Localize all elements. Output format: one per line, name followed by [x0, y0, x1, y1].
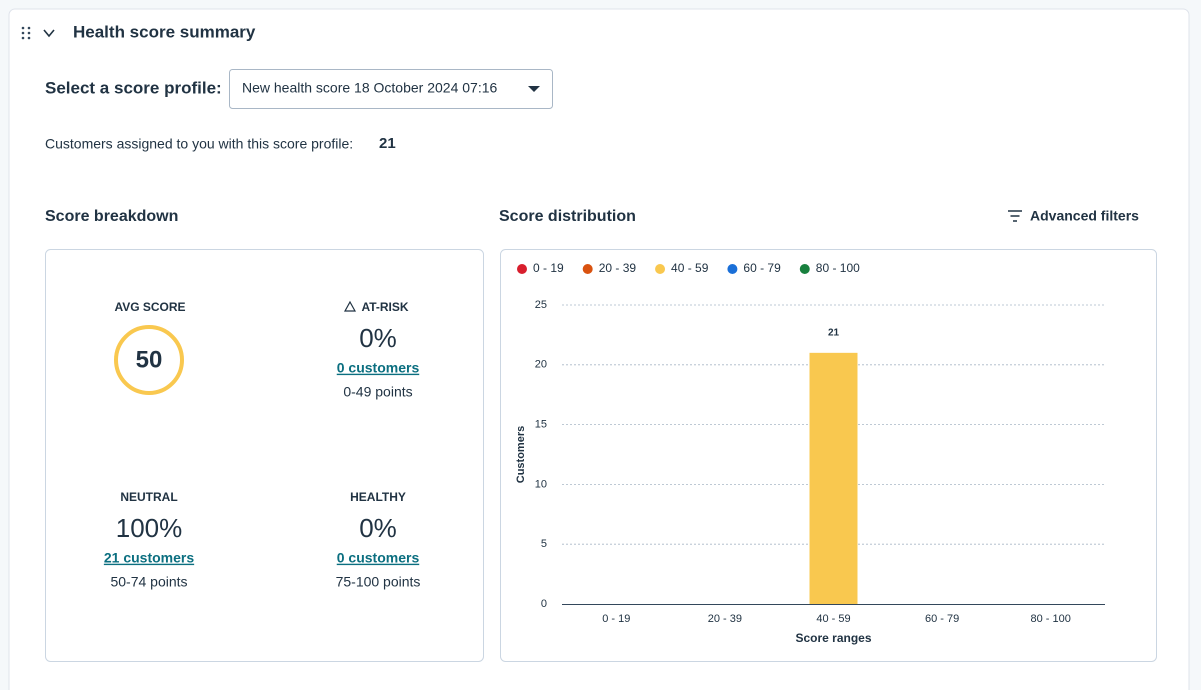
- avg-value: 50: [136, 346, 163, 373]
- assigned-count: 21: [379, 135, 396, 152]
- breakdown-box: [45, 249, 484, 662]
- customers-link[interactable]: 21 customers: [104, 550, 194, 566]
- legend-label: 0 - 19: [533, 261, 564, 275]
- x-tick-label: 60 - 79: [925, 613, 959, 625]
- panel-title: Health score summary: [73, 22, 256, 41]
- x-tick-label: 0 - 19: [602, 613, 630, 625]
- y-axis-title: Customers: [515, 426, 527, 483]
- chart-title: Score distribution: [499, 208, 636, 225]
- y-tick-label: 25: [535, 299, 547, 311]
- filters-label: Advanced filters: [1030, 208, 1139, 224]
- assigned-label: Customers assigned to you with this scor…: [45, 136, 353, 152]
- value-label: 21: [828, 327, 840, 338]
- card-label: AT-RISK: [361, 300, 408, 314]
- y-tick-label: 15: [535, 419, 547, 431]
- avg-label: AVG SCORE: [114, 300, 185, 314]
- legend-label: 60 - 79: [743, 261, 781, 275]
- x-tick-label: 20 - 39: [708, 613, 742, 625]
- card-range: 75-100 points: [336, 574, 421, 590]
- y-tick-label: 5: [541, 538, 547, 550]
- legend-label: 80 - 100: [816, 261, 860, 275]
- profile-dropdown[interactable]: New health score 18 October 2024 07:16: [229, 69, 553, 109]
- warning-icon: [343, 300, 357, 312]
- legend-label: 40 - 59: [671, 261, 709, 275]
- card-percent: 100%: [116, 513, 183, 543]
- card-label: HEALTHY: [350, 490, 406, 504]
- customers-link[interactable]: 0 customers: [337, 550, 420, 566]
- legend-dot: [582, 264, 593, 274]
- score-ring: [114, 325, 184, 395]
- legend-dot: [727, 264, 738, 274]
- legend-dot: [655, 264, 666, 274]
- legend-label: 20 - 39: [599, 261, 637, 275]
- x-tick-label: 40 - 59: [816, 613, 850, 625]
- legend-dot: [799, 264, 810, 274]
- y-tick-label: 10: [535, 478, 547, 490]
- dropdown-value: New health score 18 October 2024 07:16: [242, 80, 497, 96]
- bar: [809, 352, 858, 604]
- y-tick-label: 20: [535, 359, 547, 371]
- advanced-filters[interactable]: Advanced filters: [1008, 208, 1139, 224]
- collapse-chevron[interactable]: [43, 29, 55, 38]
- section-title: Score breakdown: [45, 208, 178, 225]
- card-percent: 0%: [359, 513, 397, 543]
- y-tick-label: 0: [541, 598, 547, 610]
- drag-handle[interactable]: [21, 26, 31, 40]
- card-range: 0-49 points: [343, 384, 412, 400]
- card-range: 50-74 points: [110, 574, 187, 590]
- x-axis-title: Score ranges: [795, 631, 871, 645]
- legend-dot: [517, 264, 527, 274]
- x-tick-label: 80 - 100: [1031, 613, 1071, 625]
- card-label: NEUTRAL: [120, 490, 177, 504]
- card-percent: 0%: [359, 323, 397, 353]
- profile-label: Select a score profile:: [45, 78, 222, 97]
- customers-link[interactable]: 0 customers: [337, 360, 420, 376]
